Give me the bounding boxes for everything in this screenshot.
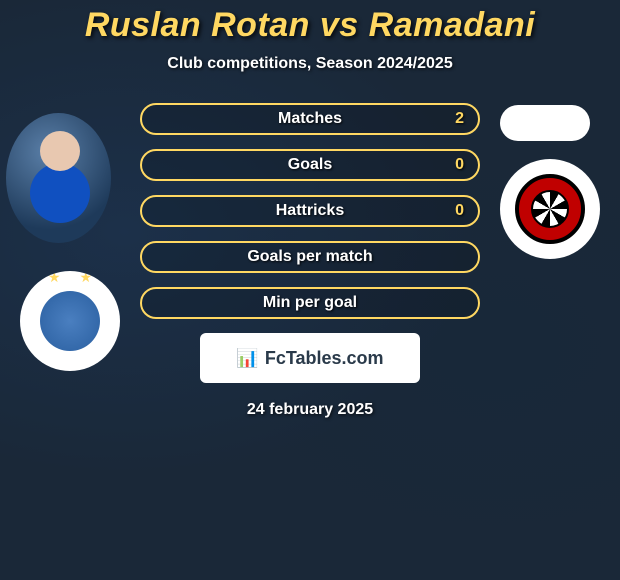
stats-list: Matches 2 Goals 0 Hattricks 0 Goals per … [140,103,480,319]
page-subtitle: Club competitions, Season 2024/2025 [0,55,620,73]
player-right-avatar [500,105,590,141]
stat-label: Goals [288,156,332,174]
stat-label: Hattricks [276,202,344,220]
player-left-avatar [6,113,111,243]
stat-value: 0 [455,156,464,174]
stat-value: 0 [455,202,464,220]
stat-row-min-per-goal: Min per goal [140,287,480,319]
header: Ruslan Rotan vs Ramadani Club competitio… [0,0,620,73]
club-left-crest-inner [40,291,100,351]
club-right-crest-inner [515,174,585,244]
stat-value: 2 [455,110,464,128]
stat-row-goals: Goals 0 [140,149,480,181]
brand-text: FcTables.com [265,348,384,369]
page-title: Ruslan Rotan vs Ramadani [0,6,620,45]
content-area: Matches 2 Goals 0 Hattricks 0 Goals per … [0,103,620,419]
club-right-crest [500,159,600,259]
brand-badge[interactable]: 📊 FcTables.com [200,333,420,383]
stat-label: Min per goal [263,294,357,312]
club-left-crest [20,271,120,371]
stat-row-hattricks: Hattricks 0 [140,195,480,227]
stat-row-goals-per-match: Goals per match [140,241,480,273]
date-label: 24 february 2025 [0,401,620,419]
stat-label: Goals per match [247,248,372,266]
chart-icon: 📊 [236,348,258,369]
stat-row-matches: Matches 2 [140,103,480,135]
stat-label: Matches [278,110,342,128]
